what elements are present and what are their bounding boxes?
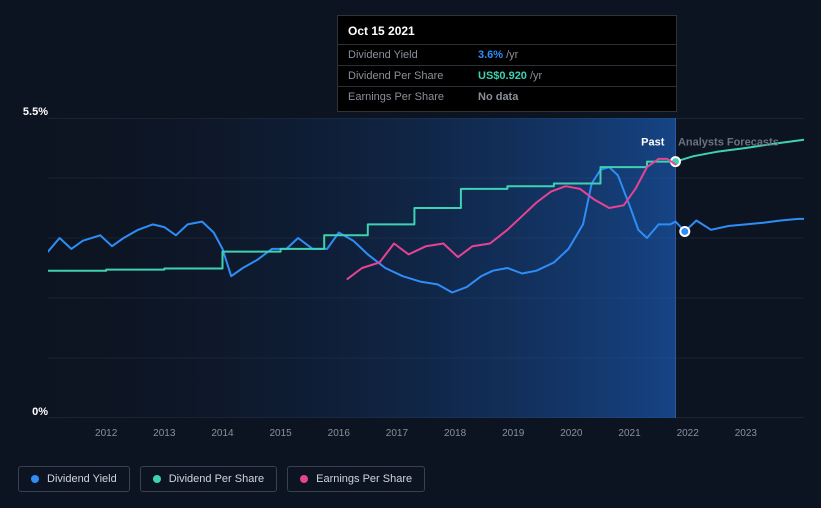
y-axis-max-label: 5.5%	[18, 106, 48, 118]
tooltip-row: Dividend Yield 3.6% /yr	[338, 45, 676, 66]
x-axis-tick: 2019	[502, 428, 524, 439]
x-axis-tick: 2018	[444, 428, 466, 439]
tooltip-value: US$0.920	[478, 70, 527, 82]
tooltip-suffix: /yr	[530, 70, 542, 82]
chart-tooltip: Oct 15 2021 Dividend Yield 3.6% /yr Divi…	[337, 15, 677, 112]
tooltip-label: Earnings Per Share	[348, 91, 478, 103]
legend-label: Earnings Per Share	[316, 473, 412, 485]
legend: Dividend Yield Dividend Per Share Earnin…	[18, 466, 425, 492]
tooltip-value: 3.6%	[478, 49, 503, 61]
x-axis-tick: 2020	[560, 428, 582, 439]
legend-dot-icon	[31, 475, 39, 483]
legend-dot-icon	[153, 475, 161, 483]
tooltip-row: Earnings Per Share No data	[338, 87, 676, 111]
x-axis-tick: 2013	[153, 428, 175, 439]
tooltip-suffix: /yr	[506, 49, 518, 61]
x-axis-tick: 2014	[211, 428, 233, 439]
tooltip-row: Dividend Per Share US$0.920 /yr	[338, 66, 676, 87]
x-axis-tick: 2012	[95, 428, 117, 439]
svg-text:Analysts Forecasts: Analysts Forecasts	[678, 136, 779, 148]
tooltip-label: Dividend Yield	[348, 49, 478, 61]
legend-label: Dividend Yield	[47, 473, 117, 485]
y-axis-min-label: 0%	[18, 406, 48, 418]
x-axis-tick: 2021	[618, 428, 640, 439]
chart-plot[interactable]: Past Analysts Forecasts	[48, 118, 804, 418]
legend-dot-icon	[300, 475, 308, 483]
svg-text:Past: Past	[641, 136, 665, 148]
legend-label: Dividend Per Share	[169, 473, 264, 485]
tooltip-value: No data	[478, 91, 518, 103]
tooltip-date: Oct 15 2021	[338, 16, 676, 45]
x-axis-tick: 2015	[269, 428, 291, 439]
x-axis-tick: 2022	[677, 428, 699, 439]
legend-item-dividend-per-share[interactable]: Dividend Per Share	[140, 466, 277, 492]
tooltip-label: Dividend Per Share	[348, 70, 478, 82]
x-axis-tick: 2016	[328, 428, 350, 439]
x-axis-tick: 2023	[735, 428, 757, 439]
legend-item-dividend-yield[interactable]: Dividend Yield	[18, 466, 130, 492]
legend-item-earnings-per-share[interactable]: Earnings Per Share	[287, 466, 425, 492]
x-axis-tick: 2017	[386, 428, 408, 439]
